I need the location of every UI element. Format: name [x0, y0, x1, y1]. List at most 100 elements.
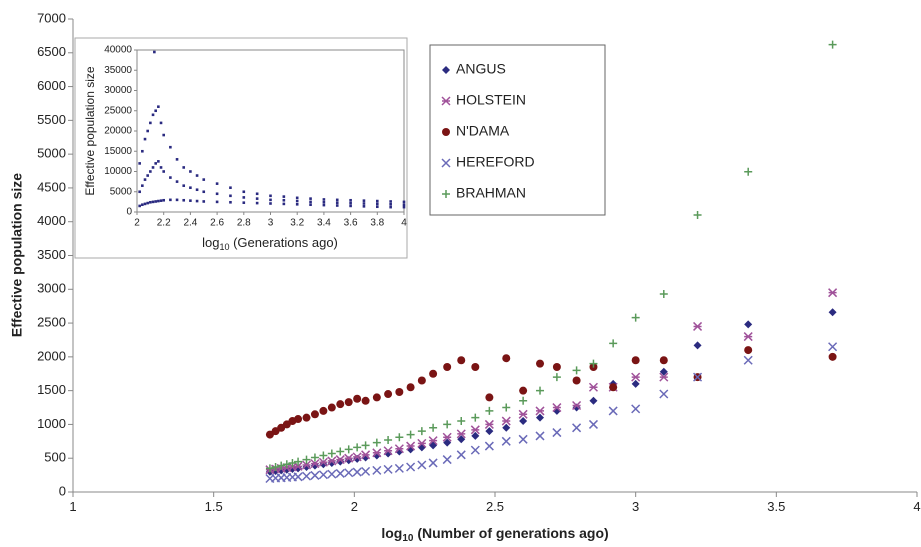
point: [589, 396, 598, 405]
inset-point: [295, 196, 299, 200]
inset-point: [322, 198, 326, 201]
inset-point: [153, 50, 156, 54]
inset-x-label-main: log: [202, 235, 219, 250]
point: [429, 423, 438, 432]
point: [406, 462, 416, 472]
inset-point: [269, 198, 272, 202]
x-tick-label: 1: [69, 499, 76, 514]
point: [352, 467, 362, 477]
inset-point: [322, 200, 326, 204]
x-tick-label: 2: [351, 499, 358, 514]
inset-point: [151, 113, 155, 117]
point: [485, 393, 494, 402]
legend-box: [429, 44, 606, 216]
inset-point: [154, 162, 157, 165]
point: [344, 398, 353, 407]
inset-point: [159, 121, 163, 125]
inset-y-tick-label: 30000: [104, 85, 132, 96]
inset-point: [159, 199, 163, 202]
inset-point: [255, 192, 259, 196]
inset-point: [229, 200, 232, 204]
x-tick-label: 1.5: [205, 499, 223, 514]
legend-marker: [442, 190, 450, 198]
inset-point: [376, 199, 379, 203]
point: [336, 447, 345, 456]
point: [318, 470, 328, 480]
point: [319, 406, 328, 415]
point: [518, 434, 528, 444]
inset-point: [282, 198, 286, 202]
point: [501, 436, 511, 446]
inset-point: [182, 198, 186, 202]
point: [310, 470, 320, 480]
inset-point: [282, 202, 286, 206]
point: [609, 383, 618, 392]
y-tick-label: 6000: [37, 78, 66, 93]
inset-y-tick-label: 5000: [110, 186, 133, 197]
inset-point: [154, 109, 157, 113]
point: [828, 352, 837, 361]
point: [265, 464, 274, 473]
point: [485, 427, 494, 436]
point: [301, 460, 312, 470]
inset-point: [389, 205, 392, 209]
inset-point: [362, 205, 366, 208]
point: [828, 288, 838, 298]
point: [572, 376, 581, 385]
point: [744, 346, 753, 355]
inset-point: [175, 158, 179, 161]
point: [502, 354, 511, 363]
point: [361, 441, 370, 450]
x-tick-label: 2.5: [486, 499, 504, 514]
point: [327, 403, 336, 412]
point: [335, 455, 345, 465]
inset-point: [322, 203, 326, 207]
point: [535, 406, 545, 416]
point: [443, 362, 452, 371]
inset-point: [149, 200, 152, 204]
inset-x-tick-label: 3.8: [370, 218, 384, 229]
y-tick-label: 6500: [37, 44, 66, 59]
inset-point: [138, 162, 141, 165]
point: [536, 386, 545, 395]
point: [277, 461, 286, 470]
inset-point: [309, 203, 312, 207]
point: [372, 393, 381, 402]
inset-point: [162, 133, 165, 137]
point: [693, 341, 702, 350]
point: [589, 359, 598, 368]
inset-point: [182, 166, 186, 169]
point: [519, 396, 528, 405]
point: [471, 362, 480, 371]
point: [536, 359, 545, 368]
point: [659, 367, 668, 376]
inset-point: [309, 197, 312, 200]
inset-x-tick-label: 2.6: [210, 218, 224, 229]
point: [502, 403, 511, 412]
point: [693, 210, 702, 219]
point: [693, 321, 703, 331]
inset-point: [229, 194, 232, 198]
inset-point: [195, 199, 199, 203]
y-tick-label: 5500: [37, 112, 66, 127]
point: [631, 356, 640, 365]
legend-marker: [441, 96, 451, 106]
inset-point: [255, 197, 259, 200]
inset-x-tick-label: 2.2: [157, 218, 171, 229]
inset-point: [146, 174, 149, 177]
point: [470, 445, 480, 455]
point: [327, 469, 337, 479]
legend-label: ANGUS: [456, 61, 506, 77]
y-tick-label: 2500: [37, 315, 66, 330]
inset-point: [362, 199, 366, 202]
y-tick-label: 1500: [37, 382, 66, 397]
point: [484, 441, 494, 451]
point: [336, 400, 345, 409]
inset-point: [335, 198, 339, 202]
point: [443, 438, 452, 447]
legend-marker: [442, 128, 450, 136]
inset-point: [143, 137, 147, 141]
point: [456, 429, 466, 439]
inset-point: [362, 202, 366, 205]
y-tick-label: 1000: [37, 416, 66, 431]
